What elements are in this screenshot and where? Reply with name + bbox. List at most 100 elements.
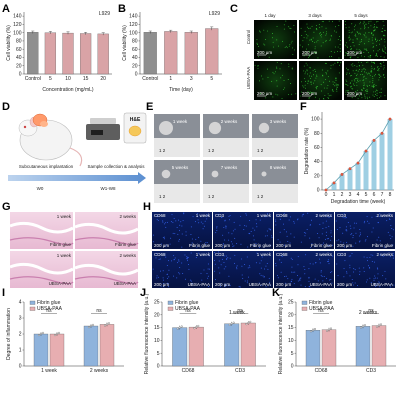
live-cell	[349, 39, 351, 41]
nucleus	[293, 283, 295, 285]
nucleus	[279, 241, 281, 243]
live-cell	[365, 69, 366, 71]
nucleus	[265, 265, 267, 267]
live-cell	[377, 68, 379, 70]
live-cell	[364, 71, 365, 73]
scaffold-sample	[161, 169, 171, 179]
live-cell	[326, 87, 328, 89]
nucleus	[289, 282, 291, 284]
bar-fibrin-glue	[355, 326, 371, 367]
live-cell	[349, 56, 351, 58]
panel-e-scaffold-photos: 1 2 1 week 1 2 2 weeks 1 2 3 weeks 1 2 5 weeks 1…	[154, 114, 298, 203]
nucleus	[284, 275, 286, 277]
live-cell	[359, 65, 360, 67]
nucleus	[283, 244, 285, 246]
live-cell	[335, 83, 337, 85]
live-cell	[369, 56, 371, 58]
nucleus	[315, 262, 317, 264]
live-cell	[352, 88, 354, 90]
nucleus	[367, 265, 369, 267]
live-cell	[305, 71, 307, 73]
live-cell	[308, 55, 310, 57]
nucleus	[162, 220, 164, 222]
live-cell	[306, 69, 308, 71]
live-cell	[384, 41, 386, 43]
nucleus	[163, 238, 165, 240]
nucleus	[200, 240, 202, 242]
live-cell	[309, 75, 310, 77]
live-cell	[357, 78, 359, 80]
live-cell	[308, 50, 310, 52]
week-label: 2 weeks	[221, 119, 238, 124]
x-tick-label: 15	[83, 76, 89, 82]
nucleus	[270, 229, 272, 231]
live-cell	[331, 35, 332, 37]
live-cell	[322, 42, 324, 44]
live-cell	[311, 92, 313, 93]
live-cell	[300, 95, 302, 97]
nucleus	[166, 277, 168, 279]
nucleus	[170, 237, 172, 239]
balance-illustration	[86, 118, 120, 140]
live-cell	[362, 89, 363, 91]
group-label: UBSA-PAA	[310, 282, 332, 287]
nucleus	[216, 226, 218, 228]
data-point	[380, 323, 382, 326]
live-cell	[308, 98, 310, 100]
nucleus	[332, 255, 334, 257]
x-tick-label: 2	[341, 192, 344, 198]
live-cell	[345, 93, 347, 95]
x-tick-label: 5	[210, 76, 213, 82]
live-cell	[279, 68, 281, 70]
nucleus	[178, 239, 180, 241]
nucleus	[203, 269, 205, 271]
nucleus	[275, 219, 277, 221]
nucleus	[225, 225, 227, 227]
nucleus	[355, 232, 357, 234]
live-cell	[327, 70, 329, 72]
live-cell	[364, 48, 366, 50]
sig-label: ns	[237, 308, 243, 314]
c-row-label-control: Control	[246, 30, 251, 45]
mouse-illustration	[18, 113, 83, 167]
nucleus	[306, 229, 308, 231]
live-cell	[345, 91, 347, 93]
week-label: 5 weeks	[172, 165, 189, 170]
nucleus	[293, 222, 295, 224]
live-cell	[334, 51, 336, 53]
panel-label-i: I	[2, 287, 5, 299]
live-cell	[293, 31, 295, 33]
live-cell	[376, 54, 377, 56]
nucleus	[173, 255, 175, 257]
live-cell	[380, 65, 382, 67]
live-cell	[371, 39, 373, 41]
timeline-arrow	[8, 172, 146, 184]
live-cell	[305, 50, 307, 52]
nucleus	[266, 263, 268, 265]
tissue-gap	[74, 222, 139, 235]
live-cell	[338, 20, 340, 22]
nucleus	[325, 227, 327, 229]
live-cell	[276, 39, 278, 41]
live-cell	[349, 93, 351, 95]
live-cell	[364, 56, 365, 58]
nucleus	[376, 239, 378, 241]
nucleus	[162, 279, 164, 281]
immunofluorescence-image	[213, 212, 273, 249]
data-point	[58, 331, 60, 334]
nucleus	[344, 260, 346, 262]
live-cell	[335, 85, 337, 87]
live-cell	[359, 41, 361, 43]
nucleus	[331, 282, 333, 284]
nucleus	[293, 221, 295, 223]
ruler	[154, 184, 200, 203]
x-tick-label: 7	[381, 192, 384, 198]
live-cell	[353, 52, 355, 54]
live-cell	[368, 32, 370, 34]
live-cell	[323, 87, 325, 89]
nucleus	[325, 231, 327, 233]
ruler	[154, 138, 200, 157]
live-cell	[305, 48, 307, 50]
nucleus	[354, 282, 356, 284]
bar	[184, 32, 198, 75]
